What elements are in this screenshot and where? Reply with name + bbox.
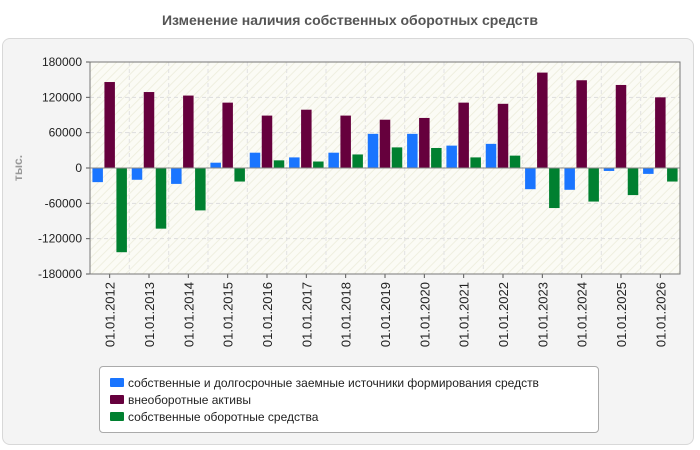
y-tick-label: 180000 (42, 55, 82, 69)
x-tick-label: 01.01.2023 (535, 282, 550, 347)
legend-swatch (110, 378, 124, 387)
chart-title: Изменение наличия собственных оборотных … (161, 12, 539, 28)
bar (273, 160, 285, 168)
legend-label: собственные и долгосрочные заемные источ… (128, 375, 539, 390)
bar (313, 161, 324, 168)
y-tick-label: -180000 (38, 267, 82, 281)
legend-label: внеоборотные активы (128, 392, 251, 407)
bar (301, 109, 312, 168)
bar (485, 143, 497, 168)
bar (352, 154, 363, 168)
bar (655, 97, 666, 168)
x-tick-label: 01.01.2019 (378, 282, 393, 347)
legend-swatch (110, 412, 124, 421)
x-tick-label: 01.01.2015 (221, 282, 236, 347)
bar (549, 168, 560, 209)
bar (171, 168, 182, 184)
x-tick-label: 01.01.2014 (181, 282, 196, 347)
bar (340, 115, 351, 168)
legend-item: собственные оборотные средства (110, 408, 598, 425)
x-tick-label: 01.01.2013 (142, 282, 157, 347)
y-axis-label: тыс. (11, 155, 25, 181)
bar (195, 168, 206, 211)
bar (261, 115, 273, 168)
y-tick-label: -120000 (38, 232, 82, 246)
x-tick-label: 01.01.2024 (575, 282, 590, 347)
bar (210, 162, 221, 168)
bar (576, 80, 587, 168)
bar (446, 145, 457, 168)
bar (328, 152, 339, 168)
plot-border (89, 61, 681, 275)
x-tick-label: 01.01.2016 (260, 282, 275, 347)
bar (143, 92, 155, 168)
chart-legend: собственные и долгосрочные заемные источ… (99, 366, 599, 433)
bar (249, 152, 261, 168)
x-tick-label: 01.01.2018 (339, 282, 354, 347)
bar (497, 103, 509, 168)
bar (627, 168, 639, 196)
y-tick-label: 0 (75, 161, 82, 175)
bar (509, 155, 521, 168)
bar (525, 168, 536, 190)
bar (458, 102, 469, 168)
x-tick-label: 01.01.2025 (614, 282, 629, 347)
bar (419, 117, 430, 168)
bar (131, 168, 143, 180)
y-tick-label: -60000 (45, 196, 83, 210)
bar (667, 168, 678, 182)
y-tick-label: 120000 (42, 90, 82, 104)
bar (289, 157, 300, 168)
x-tick-label: 01.01.2012 (103, 282, 118, 347)
bar (116, 168, 127, 253)
bar (92, 168, 103, 183)
x-tick-label: 01.01.2021 (457, 282, 472, 347)
bar (537, 72, 548, 168)
bar (155, 168, 167, 229)
bar (222, 102, 233, 168)
bar (379, 119, 391, 168)
bar (564, 168, 575, 190)
bar (391, 147, 403, 168)
legend-swatch (110, 395, 124, 404)
legend-item: внеоборотные активы (110, 391, 598, 408)
bar (643, 168, 654, 174)
x-tick-label: 01.01.2017 (299, 282, 314, 347)
x-tick-label: 01.01.2022 (496, 282, 511, 347)
bar (104, 82, 115, 168)
y-tick-label: 60000 (49, 126, 83, 140)
bar (615, 84, 627, 168)
bar (588, 168, 599, 202)
x-tick-label: 01.01.2020 (417, 282, 432, 347)
x-tick-label: 01.01.2026 (653, 282, 668, 347)
legend-label: собственные оборотные средства (128, 409, 319, 424)
bar (603, 168, 615, 171)
bar (431, 147, 442, 168)
bar (470, 157, 481, 168)
bar (234, 168, 245, 182)
bar (407, 133, 418, 168)
bar (183, 95, 194, 168)
legend-item: собственные и долгосрочные заемные источ… (110, 374, 598, 391)
bar (367, 133, 379, 168)
